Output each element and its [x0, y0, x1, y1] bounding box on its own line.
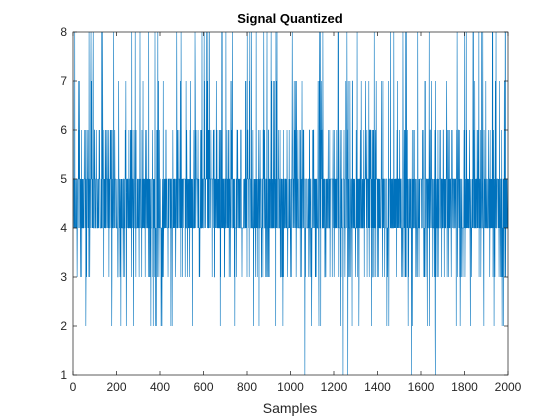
x-tick-label: 1800 [451, 380, 478, 394]
x-tick-label: 600 [193, 380, 213, 394]
y-tick-label: 2 [60, 319, 67, 333]
x-tick-label: 200 [106, 380, 126, 394]
y-axis-ticks: 1 2 3 4 5 6 7 8 [60, 25, 508, 382]
signal-series-line [72, 31, 509, 376]
x-tick-label: 800 [237, 380, 257, 394]
x-tick-label: 1200 [321, 380, 348, 394]
plot-area [72, 31, 509, 376]
y-tick-label: 6 [60, 123, 67, 137]
y-tick-label: 7 [60, 74, 67, 88]
chart-title: Signal Quantized [237, 11, 343, 26]
y-tick-label: 1 [60, 368, 67, 382]
x-axis-label: Samples [263, 400, 317, 416]
x-tick-label: 1600 [408, 380, 435, 394]
x-tick-label: 2000 [495, 380, 522, 394]
x-axis-ticks: 0 200 400 600 800 1000 1200 1400 1600 1800 2000 [70, 32, 522, 394]
x-tick-label: 1400 [364, 380, 391, 394]
y-tick-label: 3 [60, 270, 67, 284]
y-tick-label: 4 [60, 221, 67, 235]
y-tick-label: 5 [60, 172, 67, 186]
y-tick-label: 8 [60, 25, 67, 39]
x-tick-label: 0 [70, 380, 77, 394]
x-tick-label: 400 [150, 380, 170, 394]
x-tick-label: 1000 [277, 380, 304, 394]
